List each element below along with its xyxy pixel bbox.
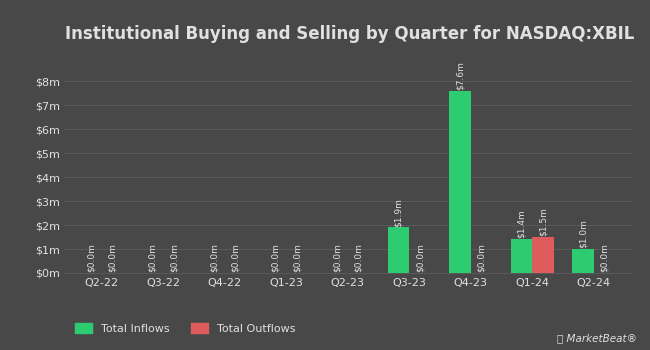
Text: $0.0m: $0.0m [600,243,609,272]
Text: ⫽ MarketBeat®: ⫽ MarketBeat® [557,333,637,343]
Bar [511,239,532,273]
Bar [532,237,554,273]
Text: $0.0m: $0.0m [333,243,341,272]
Text: $0.0m: $0.0m [477,243,486,272]
Bar [387,228,410,273]
Text: $1.5m: $1.5m [538,207,547,236]
Text: $0.0m: $0.0m [271,243,280,272]
Text: $0.0m: $0.0m [108,243,117,272]
Text: $0.0m: $0.0m [231,243,240,272]
Text: $7.6m: $7.6m [456,61,465,90]
Text: $0.0m: $0.0m [86,243,96,272]
Text: $0.0m: $0.0m [292,243,302,272]
Bar [572,249,593,273]
Text: $0.0m: $0.0m [415,243,424,272]
Text: $1.9m: $1.9m [394,198,403,226]
Text: Institutional Buying and Selling by Quarter for NASDAQ:XBIL: Institutional Buying and Selling by Quar… [65,25,634,43]
Text: $0.0m: $0.0m [354,243,363,272]
Text: $0.0m: $0.0m [209,243,218,272]
Legend: Total Inflows, Total Outflows: Total Inflows, Total Outflows [71,318,300,338]
Text: $0.0m: $0.0m [148,243,157,272]
Text: $1.4m: $1.4m [517,210,526,238]
Text: $1.0m: $1.0m [578,219,588,248]
Text: $0.0m: $0.0m [170,243,179,272]
Bar [449,91,471,273]
